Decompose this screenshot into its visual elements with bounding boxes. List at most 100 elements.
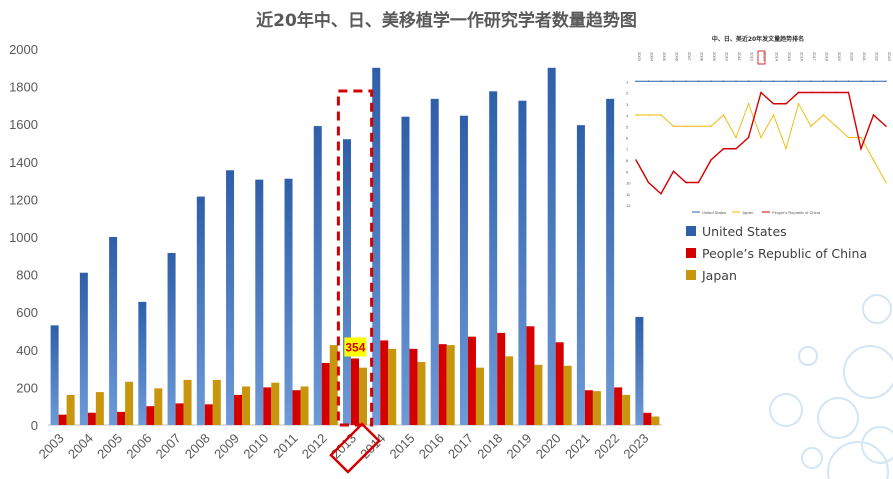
inset-point xyxy=(785,103,787,105)
inset-point xyxy=(797,91,800,94)
japan-bar xyxy=(95,392,104,425)
us-bar xyxy=(606,98,615,425)
japan-bar xyxy=(154,388,163,425)
x-tick-label: 2009 xyxy=(211,431,242,462)
japan-bar xyxy=(622,394,631,425)
japan-bar xyxy=(183,379,192,425)
japan-bar xyxy=(125,381,134,425)
us-bar xyxy=(372,67,381,426)
inset-x-tick-label: 2014 xyxy=(775,52,780,62)
inset-x-tick-label: 2007 xyxy=(687,52,692,62)
japan-bar xyxy=(446,345,455,425)
inset-x-tick-label: 2020 xyxy=(850,52,855,62)
inset-point xyxy=(735,148,737,150)
china-bar xyxy=(351,358,359,425)
inset-point xyxy=(710,159,712,161)
japan-bar xyxy=(300,386,309,425)
inset-point xyxy=(810,91,812,94)
china-bar xyxy=(380,340,389,425)
inset-point xyxy=(822,114,825,116)
japan-bar xyxy=(475,367,484,425)
inset-title: 中、日、美近20年发文量趋势排名 xyxy=(712,35,804,43)
inset-x-tick-label: 2023 xyxy=(887,52,892,62)
main-legend: United States People’s Republic of China… xyxy=(686,220,867,286)
highlight-label-box xyxy=(329,422,381,474)
inset-x-tick-label: 2008 xyxy=(700,52,705,62)
inset-point xyxy=(660,193,662,195)
us-bar xyxy=(109,237,118,425)
inset-y-tick-label: 2 xyxy=(626,91,629,96)
us-bar xyxy=(547,67,556,426)
inset-y-tick-label: 11 xyxy=(626,192,631,197)
us-bar xyxy=(518,100,527,425)
china-bar xyxy=(438,344,447,425)
inset-point xyxy=(835,91,837,94)
inset-point xyxy=(822,91,825,94)
china-bar xyxy=(643,412,652,425)
inset-point xyxy=(735,80,737,82)
japan-bar xyxy=(505,356,514,425)
x-tick-label: 2007 xyxy=(153,431,184,462)
inset-point xyxy=(710,80,712,82)
inset-point xyxy=(797,80,800,82)
inset-point xyxy=(860,136,862,139)
us-bar xyxy=(313,126,322,425)
inset-x-tick-label: 2022 xyxy=(875,52,880,62)
china-bar xyxy=(58,414,67,425)
inset-x-tick-label: 2004 xyxy=(650,52,655,62)
x-tick-label: 2016 xyxy=(416,431,447,462)
inset-y-tick-label: 7 xyxy=(626,147,629,152)
us-bar xyxy=(576,125,585,425)
inset-highlight-box xyxy=(757,50,766,65)
inset-point xyxy=(860,148,862,150)
inset-y-tick-label: 5 xyxy=(626,124,629,129)
china-bar xyxy=(87,412,96,425)
inset-point xyxy=(872,114,875,116)
legend-swatch-us xyxy=(686,226,696,236)
us-bar xyxy=(489,91,498,426)
legend-swatch-china xyxy=(686,248,696,258)
china-bar xyxy=(175,403,184,425)
legend-item-china: People’s Republic of China xyxy=(686,242,867,264)
inset-x-tick-label: 2015 xyxy=(787,52,792,62)
china-bar xyxy=(526,326,535,425)
china-bar xyxy=(467,336,476,425)
inset-rank-line-chart: 中、日、美近20年发文量趋势排名 2003 2004 2005 2006 2007 2008… xyxy=(622,32,893,218)
inset-china-line xyxy=(635,91,887,195)
y-tick-label: 2000 xyxy=(9,42,38,57)
legend-item-japan: Japan xyxy=(686,264,867,286)
bars xyxy=(50,67,660,426)
japan-bar xyxy=(242,386,251,425)
inset-point xyxy=(710,125,712,127)
inset-x-tick-label: 2012 xyxy=(750,52,755,62)
legend-label-japan: Japan xyxy=(702,267,737,283)
decorative-circle xyxy=(827,441,889,479)
highlight-dashed-box xyxy=(336,89,374,427)
inset-x-tick-label: 2013 xyxy=(762,52,767,62)
inset-x-tick-label: 2003 xyxy=(637,52,642,62)
inset-y-tick-label: 10 xyxy=(626,181,631,186)
china-bar xyxy=(234,394,243,425)
x-tick-label: 2012 xyxy=(299,431,330,462)
y-tick-label: 800 xyxy=(16,268,38,283)
inset-point xyxy=(747,103,750,105)
us-bar xyxy=(430,98,439,425)
x-tick-label: 2004 xyxy=(65,431,96,462)
y-tick-label: 1400 xyxy=(9,155,38,170)
inset-x-tick-label: 2016 xyxy=(800,52,805,62)
legend-label-us: United States xyxy=(702,223,787,239)
china-bar xyxy=(263,387,272,425)
inset-point xyxy=(847,136,850,139)
legend-swatch-japan xyxy=(686,270,696,280)
inset-point xyxy=(685,80,687,82)
china-bar xyxy=(555,342,564,425)
us-bar xyxy=(401,116,410,426)
inset-y-tick-label: 3 xyxy=(626,102,629,107)
inset-point xyxy=(697,80,700,82)
chart-title: 近20年中、日、美移植学一作研究学者数量趋势图 xyxy=(256,11,637,31)
inset-x-tick-label: 2011 xyxy=(737,52,742,61)
x-tick-label: 2011 xyxy=(270,431,300,461)
inset-point xyxy=(797,103,800,105)
inset-point xyxy=(885,80,887,82)
